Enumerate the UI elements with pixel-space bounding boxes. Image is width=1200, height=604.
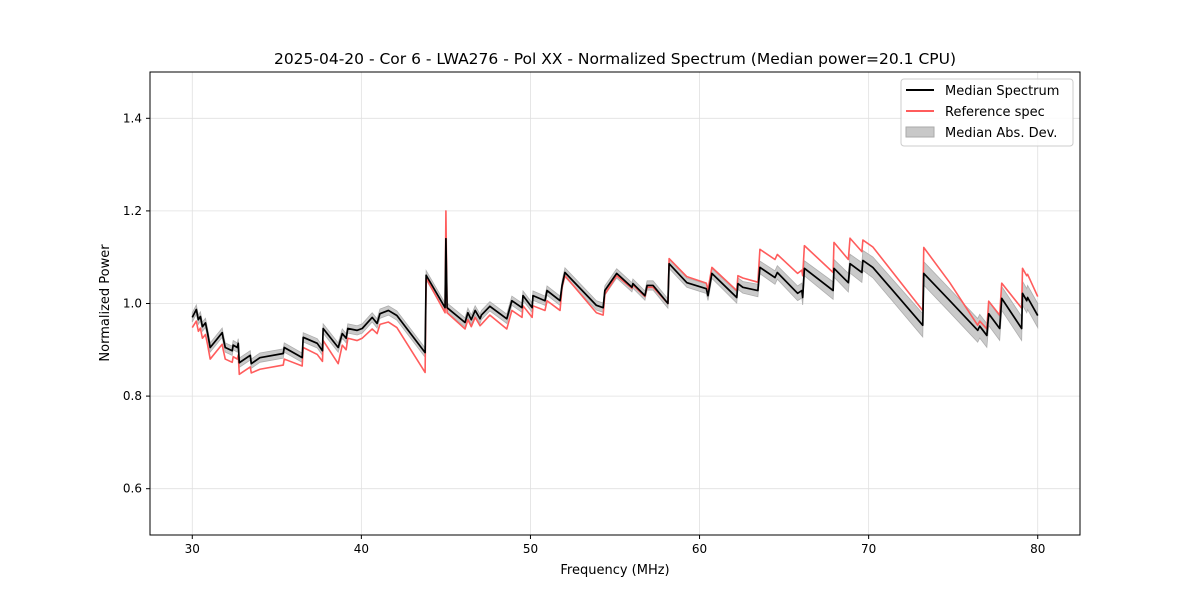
y-tick-label: 1.4 (123, 111, 142, 125)
legend-mad-label: Median Abs. Dev. (945, 126, 1057, 141)
legend-median-label: Median Spectrum (945, 84, 1059, 99)
legend: Median Spectrum Reference spec Median Ab… (900, 78, 1074, 147)
y-tick-label: 1.0 (123, 297, 142, 311)
x-tick-label: 30 (185, 542, 200, 556)
x-axis-label: Frequency (MHz) (560, 563, 669, 578)
plot-area (191, 210, 1039, 376)
y-tick-label: 0.8 (123, 389, 142, 403)
x-axis: 30 40 50 60 70 80 (185, 535, 1045, 556)
chart-title: 2025-04-20 - Cor 6 - LWA276 - Pol XX - N… (274, 50, 956, 68)
legend-mad-swatch (905, 126, 935, 138)
x-tick-label: 60 (692, 542, 707, 556)
y-tick-label: 0.6 (123, 482, 142, 496)
median-spectrum-line (191, 237, 1039, 365)
y-axis-label: Normalized Power (98, 244, 113, 362)
reference-spectrum-line (191, 210, 1039, 376)
legend-reference-label: Reference spec (945, 105, 1045, 120)
x-tick-label: 80 (1030, 542, 1045, 556)
x-tick-label: 50 (523, 542, 538, 556)
x-tick-label: 40 (354, 542, 369, 556)
x-tick-label: 70 (861, 542, 876, 556)
y-tick-label: 1.2 (123, 204, 142, 218)
y-axis: 0.6 0.8 1.0 1.2 1.4 (123, 111, 150, 496)
